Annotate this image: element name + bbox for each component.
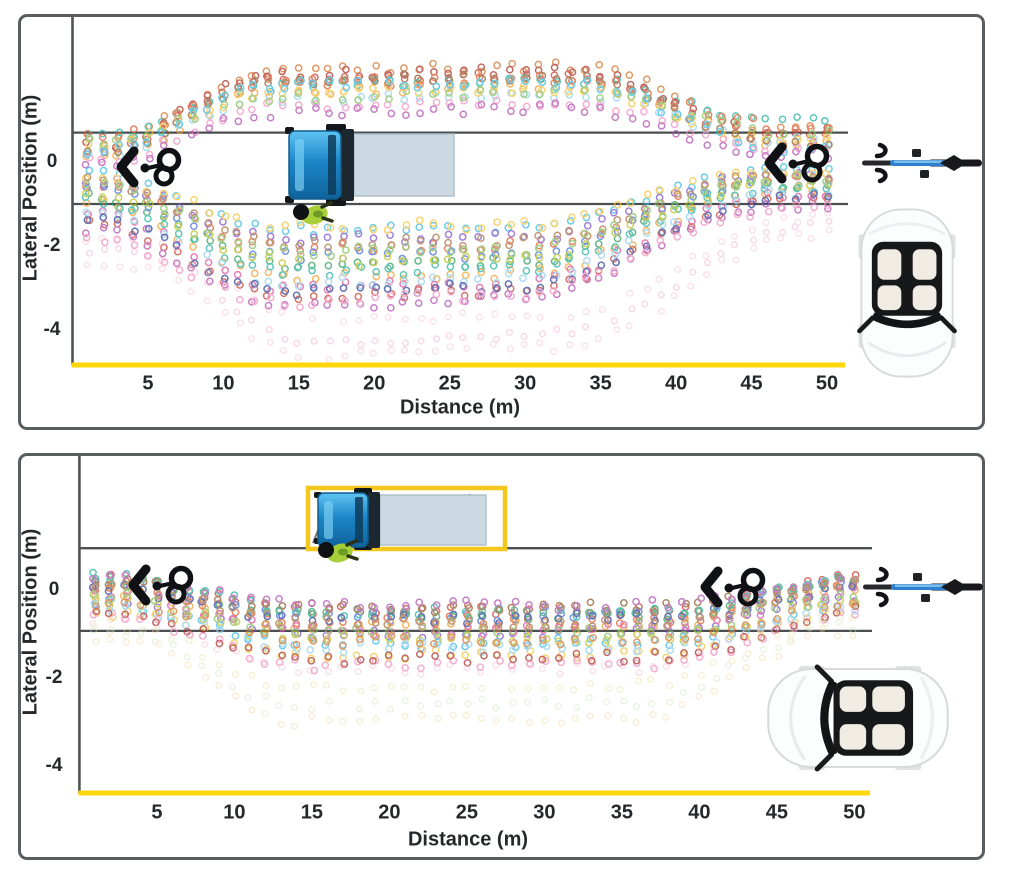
scatter-group-wide-avoidance — [89, 606, 860, 730]
bicycle-top-view-icon — [863, 566, 983, 608]
cyclist-marker-icon — [116, 146, 182, 188]
worker-icon — [318, 539, 359, 563]
car-top-view-icon — [767, 664, 949, 772]
worker-icon — [293, 201, 334, 225]
car-top-view-icon — [857, 208, 957, 378]
cyclist-marker-icon — [764, 142, 830, 184]
scatter-group-pass-low-side — [81, 163, 833, 312]
top-panel-frame — [18, 14, 985, 430]
scatter-group-wide-avoidance — [82, 209, 833, 363]
scatter-group-in-lane — [88, 568, 860, 675]
scatter-group-pass-high-side — [81, 58, 833, 170]
cyclist-marker-icon — [700, 566, 766, 608]
bicycle-top-view-icon — [862, 142, 982, 184]
truck-in-layby — [314, 488, 487, 550]
cyclist-marker-icon — [128, 564, 194, 606]
truck-in-lane — [285, 124, 455, 206]
